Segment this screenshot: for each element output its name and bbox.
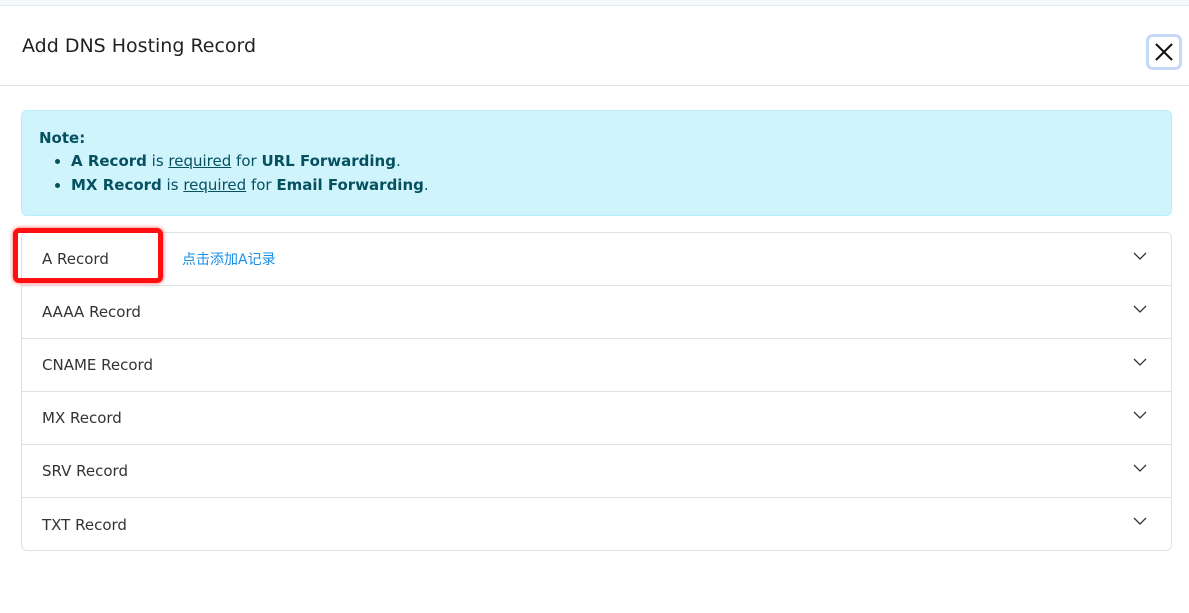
record-label: TXT Record (42, 515, 127, 534)
dialog-title: Add DNS Hosting Record (22, 35, 257, 57)
record-accordion: A Record 点击添加A记录 AAAA Record CNAME Record… (21, 232, 1172, 551)
record-label: A Record (42, 250, 109, 268)
note-target: URL Forwarding (261, 152, 396, 170)
accordion-item-txt-record[interactable]: TXT Record (22, 498, 1171, 551)
chevron-down-icon (1133, 411, 1147, 419)
record-label: MX Record (42, 409, 122, 427)
close-button[interactable] (1146, 34, 1182, 70)
note-text: for (231, 152, 262, 170)
record-label: SRV Record (42, 462, 128, 480)
close-icon (1155, 43, 1173, 61)
note-text: . (395, 152, 401, 170)
note-text: . (423, 176, 429, 194)
required-link[interactable]: required (183, 176, 247, 194)
note-record: MX Record (71, 176, 162, 194)
note-record: A Record (71, 152, 147, 170)
accordion-item-mx-record[interactable]: MX Record (22, 392, 1171, 445)
accordion-item-aaaa-record[interactable]: AAAA Record (22, 286, 1171, 339)
highlight-box (13, 228, 163, 283)
note-text: is (161, 176, 184, 194)
note-text: is (146, 152, 169, 170)
required-link[interactable]: required (168, 152, 232, 170)
note-text: for (246, 176, 277, 194)
record-label: AAAA Record (42, 303, 141, 321)
accordion-item-srv-record[interactable]: SRV Record (22, 445, 1171, 498)
annotation-hint: 点击添加A记录 (182, 252, 276, 268)
accordion-item-a-record[interactable]: A Record 点击添加A记录 (22, 233, 1171, 286)
note-item: MX Record is required for Email Forwardi… (71, 173, 1154, 197)
dialog-header: Add DNS Hosting Record (0, 7, 1189, 86)
chevron-down-icon (1133, 305, 1147, 313)
note-item: A Record is required for URL Forwarding. (71, 149, 1154, 173)
note-heading: Note: (39, 129, 86, 147)
record-label: CNAME Record (42, 356, 153, 374)
top-strip (0, 0, 1189, 6)
chevron-down-icon (1133, 517, 1147, 525)
chevron-down-icon (1133, 464, 1147, 472)
chevron-down-icon (1133, 252, 1147, 260)
note-alert: Note: A Record is required for URL Forwa… (21, 110, 1172, 216)
note-target: Email Forwarding (276, 176, 424, 194)
chevron-down-icon (1133, 358, 1147, 366)
accordion-item-cname-record[interactable]: CNAME Record (22, 339, 1171, 392)
